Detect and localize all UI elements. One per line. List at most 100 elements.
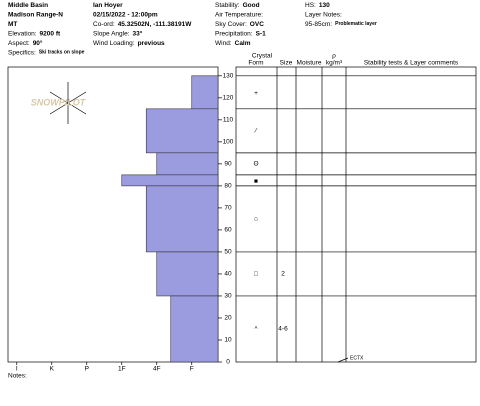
field-value: Problematic layer [335, 21, 377, 27]
field-value: S-1 [256, 30, 267, 37]
column-header: Moisture [297, 60, 322, 67]
header-field: Elevation: 9200 ft [8, 30, 61, 37]
hardness-tick-label: K [50, 366, 55, 373]
depth-tick-label: 50 [224, 249, 232, 256]
grain-form: + [254, 90, 258, 97]
header-field: MT [8, 21, 17, 28]
hardness-bar [145, 185, 219, 253]
field-value: Calm [235, 40, 251, 47]
notes: Notes: [8, 373, 27, 380]
field-value: 9200 ft [40, 30, 61, 37]
column-header: Stability tests & Layer comments [364, 60, 459, 67]
header-field: Stability: Good [215, 2, 260, 9]
column-header: ρ [332, 53, 336, 60]
header-field: Ian Hoyer [93, 2, 123, 9]
field-text: 02/15/2022 - 12:00pm [93, 11, 158, 18]
grain-form: □ [254, 271, 258, 278]
field-label: HS: [305, 2, 316, 9]
column-header: kg/m³ [326, 60, 343, 67]
test-label: ECTX [350, 355, 364, 361]
header-field: Sky Cover: OVC [215, 21, 264, 28]
grain-form: ■ [254, 178, 258, 185]
depth-tick-label: 130 [223, 73, 234, 80]
hardness-tick-label: P [85, 366, 89, 373]
field-text: Madison Range-N [8, 11, 63, 18]
field-label: Slope Angle: [93, 30, 130, 37]
field-label: Aspect: [8, 40, 30, 47]
field-value: 90° [33, 39, 43, 47]
field-label: Elevation: [8, 30, 37, 37]
field-value: Good [243, 2, 260, 9]
column-header: Size [280, 60, 293, 67]
hardness-tick-label: I [16, 366, 18, 373]
depth-tick-label: 120 [223, 95, 234, 102]
field-label: Wind: [215, 40, 232, 47]
depth-tick-label: 80 [224, 183, 232, 190]
depth-tick-label: 30 [224, 293, 232, 300]
depth-tick-label: 100 [223, 139, 234, 146]
depth-tick-label: 70 [224, 205, 232, 212]
header-field: Specifics: Ski tracks on slope [8, 49, 85, 56]
header-field: Aspect: 90° [8, 39, 43, 47]
grain-form: ^ [254, 326, 258, 333]
hardness-tick-label: F [190, 366, 194, 373]
field-label: Stability: [215, 2, 240, 9]
header-field: 02/15/2022 - 12:00pm [93, 11, 158, 18]
header-field: Wind: Calm [215, 40, 251, 47]
grain-form: ⌂ [254, 216, 258, 223]
logo: SNOWPILOT [31, 97, 87, 107]
field-value: 130 [319, 2, 330, 9]
field-text: Middle Basin [8, 2, 48, 9]
depth-tick-label: 40 [224, 271, 232, 278]
hardness-bar [191, 75, 219, 110]
depth-tick-label: 20 [224, 315, 232, 322]
header-field: Wind Loading: previous [93, 40, 165, 47]
depth-tick-label: 60 [224, 227, 232, 234]
header-field: Layer Notes: [305, 11, 342, 18]
field-label: Wind Loading: [93, 40, 135, 47]
hardness-bar [156, 152, 219, 176]
layer-table-frame [235, 66, 477, 363]
depth-tick-label: 110 [223, 117, 234, 124]
column-header: Crystal [252, 53, 273, 60]
field-value: previous [138, 40, 165, 47]
column-header: Form [248, 60, 263, 67]
field-label: Co-ord: [93, 21, 115, 28]
header-field: Air Temperature: [215, 11, 263, 18]
field-text: MT [8, 21, 17, 28]
field-value: 45.32502N, -111.38191W [118, 21, 193, 28]
header-field: 95-85cm: Problematic layer [305, 21, 377, 28]
hardness-bar [145, 108, 219, 154]
field-label: Air Temperature: [215, 11, 263, 18]
grain-form: ʘ [253, 161, 258, 168]
field-label: Layer Notes: [305, 11, 342, 18]
grain-size: 4-6 [278, 326, 288, 333]
field-text: Ian Hoyer [93, 2, 123, 9]
header-field: Slope Angle: 33° [93, 29, 143, 37]
field-value: OVC [250, 21, 264, 28]
header-field: Precipitation: S-1 [215, 30, 266, 37]
column-lines [276, 67, 347, 362]
snowflake-icon [49, 82, 87, 124]
grain-form: ⁄ [253, 128, 257, 135]
test-leader [337, 357, 349, 363]
depth-tick-label: 10 [224, 337, 232, 344]
header-field: Co-ord: 45.32502N, -111.38191W [93, 21, 192, 28]
header-field: Middle Basin [8, 2, 48, 9]
hardness-bar [170, 295, 219, 363]
header-field: HS: 130 [305, 2, 330, 9]
grain-size: 2 [281, 271, 285, 278]
header-field: Madison Range-N [8, 11, 63, 18]
hardness-bar [121, 174, 219, 187]
field-label: Precipitation: [215, 30, 253, 37]
field-value: 33° [133, 29, 143, 37]
field-value: Ski tracks on slope [39, 50, 85, 56]
depth-tick-label: 0 [226, 359, 230, 366]
hardness-tick-label: 1F [118, 366, 126, 373]
field-label: Sky Cover: [215, 21, 247, 28]
depth-tick-label: 90 [224, 161, 232, 168]
hardness-tick-label: 4F [153, 366, 161, 373]
field-label: 95-85cm: [305, 21, 332, 28]
hardness-bar [156, 251, 219, 297]
